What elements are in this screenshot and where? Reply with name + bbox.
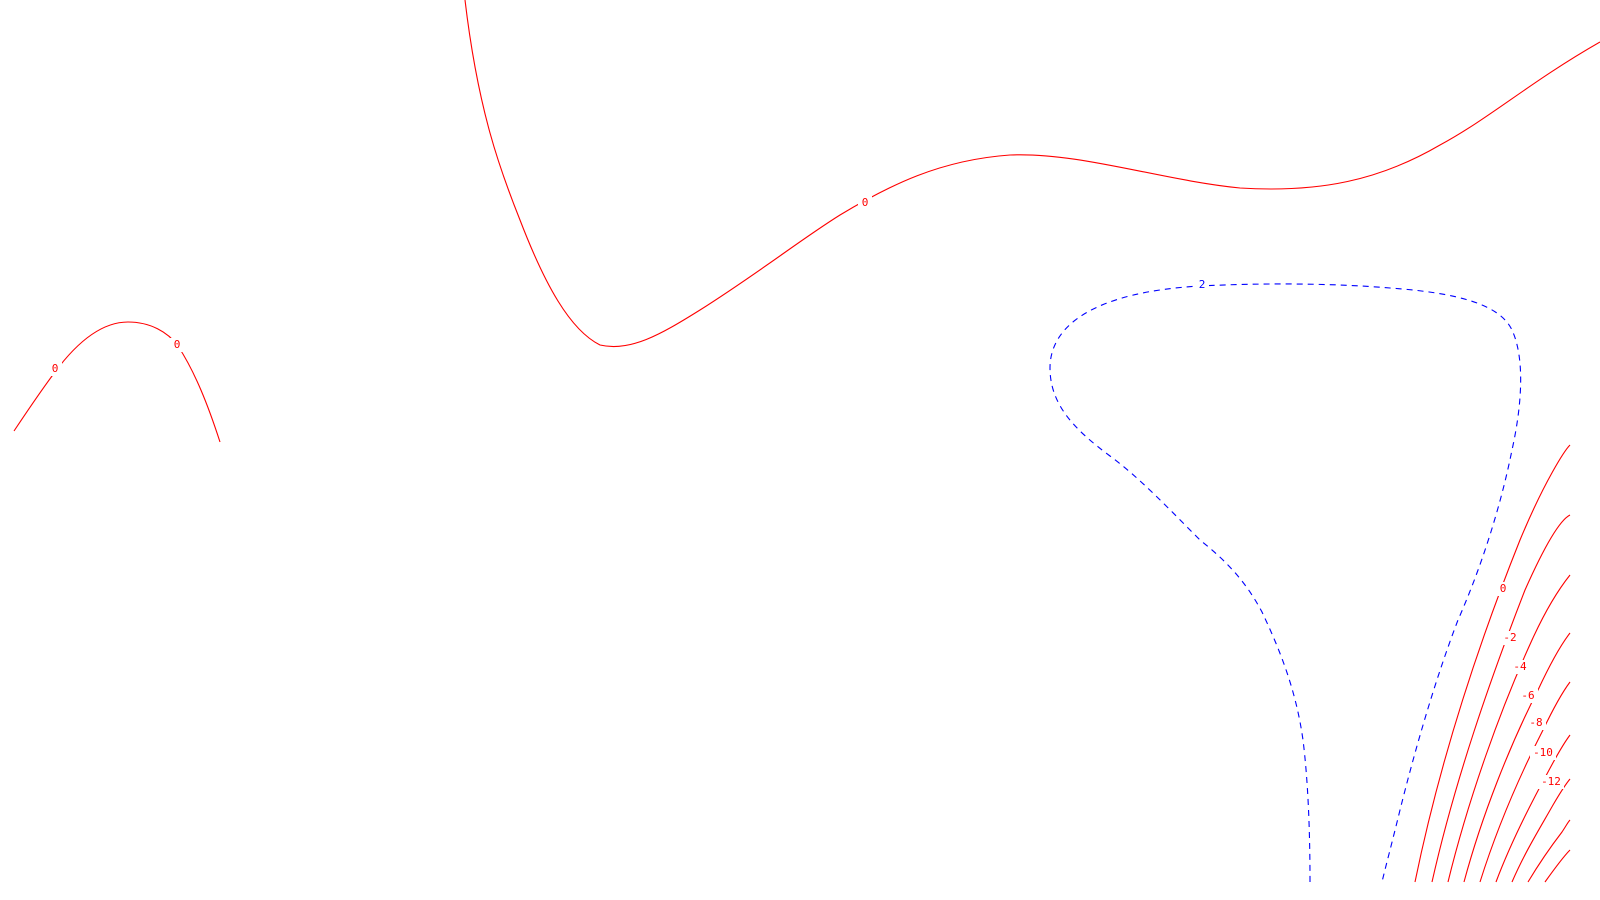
contour-line-fan-16 (1544, 849, 1571, 883)
contour-line-fan-14 (1527, 819, 1571, 883)
contour-line-dashed-loop (1049, 283, 1522, 883)
contour-line-fan-4 (1447, 574, 1571, 883)
contour-label-fan-0: 0 (1500, 582, 1507, 595)
contour-label-left-arc-2: 0 (174, 338, 181, 351)
contour-label-left-arc-1: 0 (52, 362, 59, 375)
contour-label-fan-2: -2 (1503, 631, 1516, 644)
contour-label-fan-4: -4 (1513, 660, 1527, 673)
contour-line-fan-12 (1511, 778, 1571, 883)
contour-line-left-arc (13, 321, 221, 443)
contour-label-fan-10: -10 (1533, 746, 1553, 759)
contour-label-fan-6: -6 (1521, 689, 1534, 702)
contour-line-fan-2 (1431, 514, 1571, 883)
contour-label-fan-12: -12 (1541, 775, 1561, 788)
contour-fan-group (1414, 444, 1571, 883)
contour-line-fan-6 (1463, 632, 1571, 883)
contour-label-fan-8: -8 (1529, 716, 1542, 729)
contour-label-dashed-loop: 2 (1199, 278, 1206, 291)
contour-line-top-zero (464, 0, 1600, 348)
contour-label-top-zero: 0 (862, 196, 869, 209)
contour-line-fan-8 (1479, 681, 1571, 883)
